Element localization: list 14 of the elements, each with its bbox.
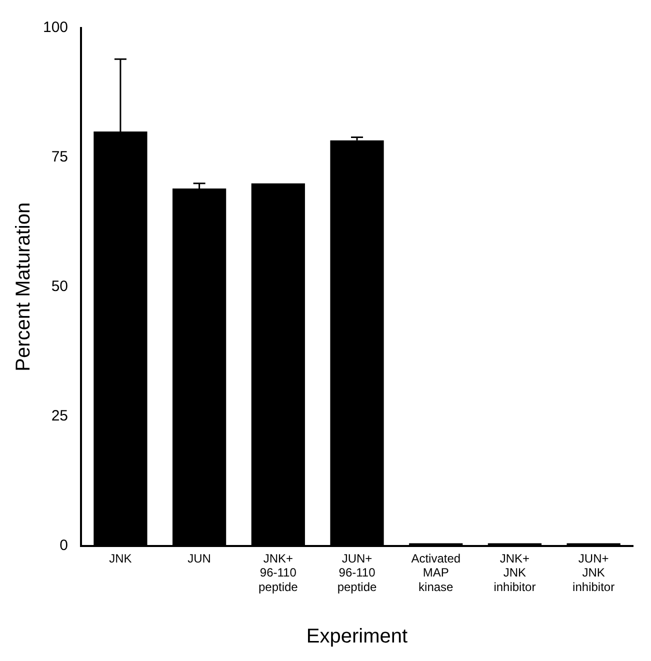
x-tick-label: JNK+ 96-110 peptide bbox=[258, 551, 298, 594]
x-tick-label: JUN bbox=[188, 551, 211, 566]
x-axis-title: Experiment bbox=[306, 626, 408, 648]
x-tick-label: Activated MAP kinase bbox=[411, 551, 461, 594]
y-tick-label: 100 bbox=[42, 19, 68, 36]
y-axis-title: Percent Maturation bbox=[12, 202, 35, 372]
x-tick-label: JNK+ JNK inhibitor bbox=[494, 551, 536, 594]
x-tick-label: JUN+ 96-110 peptide bbox=[337, 551, 378, 594]
y-tick-label: 75 bbox=[51, 148, 68, 166]
y-tick-label: 0 bbox=[60, 536, 68, 554]
x-tick-label: JUN+ JNK inhibitor bbox=[572, 551, 615, 594]
y-tick-label: 25 bbox=[51, 407, 68, 424]
y-tick-label: 50 bbox=[51, 278, 68, 296]
x-tick-label: JNK bbox=[109, 551, 132, 566]
